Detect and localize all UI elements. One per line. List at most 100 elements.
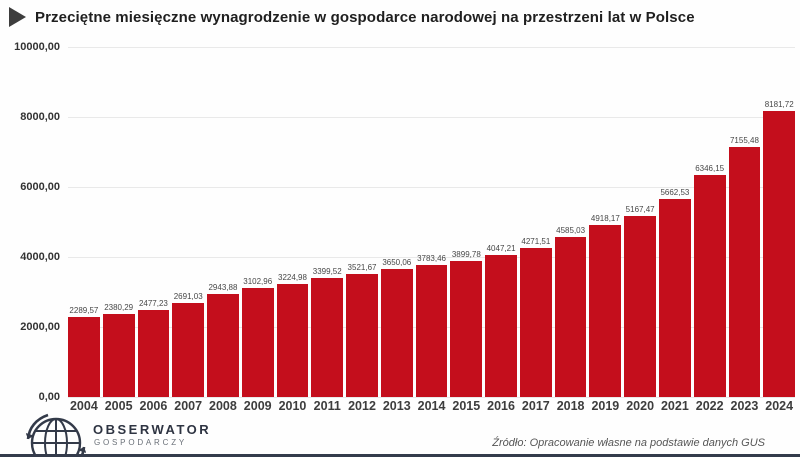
bar: [450, 260, 483, 397]
bar: [380, 269, 413, 397]
bar-column-2008: 2943,88 2008: [207, 47, 239, 415]
bar: [659, 198, 691, 397]
bar-column-2006: 2477,23 2006: [137, 47, 170, 415]
x-axis-label: 2011: [313, 399, 341, 413]
bar-column-2013: 3650,06 2013: [380, 47, 413, 415]
bar-value-label: 3899,78: [451, 249, 481, 259]
bar-column-2023: 7155,48 2023: [728, 47, 761, 415]
x-axis-label: 2021: [660, 399, 689, 413]
bar: [311, 278, 344, 397]
bar-column-2018: 4585,03 2018: [554, 47, 587, 415]
x-axis-label: 2015: [452, 399, 481, 413]
x-axis-label: 2014: [417, 399, 446, 413]
y-tick-label: 10000,00: [14, 41, 60, 53]
bar-value-label: 5662,53: [660, 187, 690, 197]
x-axis-label: 2017: [521, 399, 550, 413]
logo-subtitle: GOSPODARCZY: [94, 438, 188, 447]
x-axis-label: 2008: [209, 399, 237, 413]
bar-value-label: 2477,23: [138, 299, 168, 309]
bar: [137, 310, 170, 397]
bar-column-2016: 4047,21 2016: [485, 47, 517, 415]
bar-column-2015: 3899,78 2015: [450, 47, 483, 415]
bar: [763, 110, 796, 397]
x-axis-label: 2018: [556, 399, 585, 413]
bar: [276, 284, 309, 397]
source-note: Źródło: Opracowanie własne na podstawie …: [492, 437, 765, 449]
x-axis-label: 2024: [765, 399, 794, 413]
bar-value-label: 4585,03: [556, 225, 586, 235]
gridline: [68, 397, 795, 398]
bar-column-2020: 5167,47 2020: [624, 47, 657, 415]
x-axis-label: 2016: [487, 399, 515, 413]
bar: [346, 273, 378, 397]
bar: [172, 302, 205, 397]
x-axis-label: 2012: [348, 399, 376, 413]
bar-value-label: 5167,47: [625, 205, 655, 215]
bar-column-2022: 6346,15 2022: [693, 47, 726, 415]
bar-column-2019: 4918,17 2019: [589, 47, 622, 415]
y-tick-label: 0,00: [38, 391, 60, 403]
bar: [68, 316, 100, 397]
bar: [554, 236, 587, 397]
bar-column-2007: 2691,03 2007: [172, 47, 205, 415]
gridline: [68, 117, 795, 118]
y-tick-label: 2000,00: [20, 321, 60, 333]
x-axis-label: 2006: [139, 399, 168, 413]
bar: [207, 293, 239, 397]
bar-value-label: 3399,52: [312, 267, 342, 277]
bar-value-label: 2691,03: [173, 291, 203, 301]
globe-logo-icon: [26, 412, 86, 457]
bar: [415, 264, 448, 397]
gridline: [68, 47, 795, 48]
x-axis-label: 2013: [382, 399, 411, 413]
chart-header: Przeciętne miesięczne wynagrodzenie w go…: [9, 7, 695, 27]
x-axis-label: 2004: [69, 399, 98, 413]
bar: [485, 255, 517, 397]
bars-container: 2289,57 2004 2380,29 2005 2477,23 2006 2691,03…: [68, 47, 796, 415]
bar-value-label: 6346,15: [695, 163, 725, 173]
bar: [519, 247, 552, 397]
bar-value-label: 2380,29: [104, 302, 134, 312]
bar-value-label: 4918,17: [590, 213, 620, 223]
bar-value-label: 4271,51: [521, 236, 551, 246]
play-triangle-icon: [9, 7, 26, 27]
bar-column-2021: 5662,53 2021: [659, 47, 691, 415]
bar-column-2005: 2380,29 2005: [102, 47, 135, 415]
y-tick-label: 4000,00: [20, 251, 60, 263]
bar-column-2011: 3399,52 2011: [311, 47, 344, 415]
x-axis-label: 2020: [626, 399, 655, 413]
x-axis-label: 2019: [591, 399, 620, 413]
bar-value-label: 7155,48: [729, 135, 759, 145]
bar-value-label: 2289,57: [69, 305, 99, 315]
bar-column-2004: 2289,57 2004: [68, 47, 100, 415]
x-axis-label: 2023: [730, 399, 759, 413]
y-tick-label: 6000,00: [20, 181, 60, 193]
gridline: [68, 187, 795, 188]
bar-column-2017: 4271,51 2017: [519, 47, 552, 415]
x-axis-label: 2005: [104, 399, 133, 413]
bar: [624, 216, 657, 397]
x-axis-label: 2007: [174, 399, 203, 413]
bar-column-2014: 3783,46 2014: [415, 47, 448, 415]
bar-value-label: 4047,21: [486, 244, 516, 254]
bar-column-2009: 3102,96 2009: [241, 47, 274, 415]
bar: [589, 224, 622, 397]
bar-value-label: 3102,96: [243, 277, 273, 287]
bar-value-label: 2943,88: [208, 282, 238, 292]
bar-value-label: 3224,98: [278, 273, 307, 283]
bar-value-label: 3783,46: [417, 253, 446, 263]
y-tick-label: 8000,00: [20, 111, 60, 123]
x-axis-label: 2009: [243, 399, 272, 413]
bar-column-2010: 3224,98 2010: [276, 47, 309, 415]
gridline: [68, 257, 795, 258]
bar-column-2024: 8181,72 2024: [763, 47, 796, 415]
x-axis-label: 2010: [278, 399, 307, 413]
bar-value-label: 8181,72: [764, 99, 794, 109]
bar: [102, 313, 135, 397]
bar: [693, 174, 726, 397]
logo-wordmark: OBSERWATOR: [93, 422, 212, 437]
bottom-accent-strip: [0, 454, 800, 457]
bar: [241, 288, 274, 397]
x-axis-label: 2022: [695, 399, 724, 413]
